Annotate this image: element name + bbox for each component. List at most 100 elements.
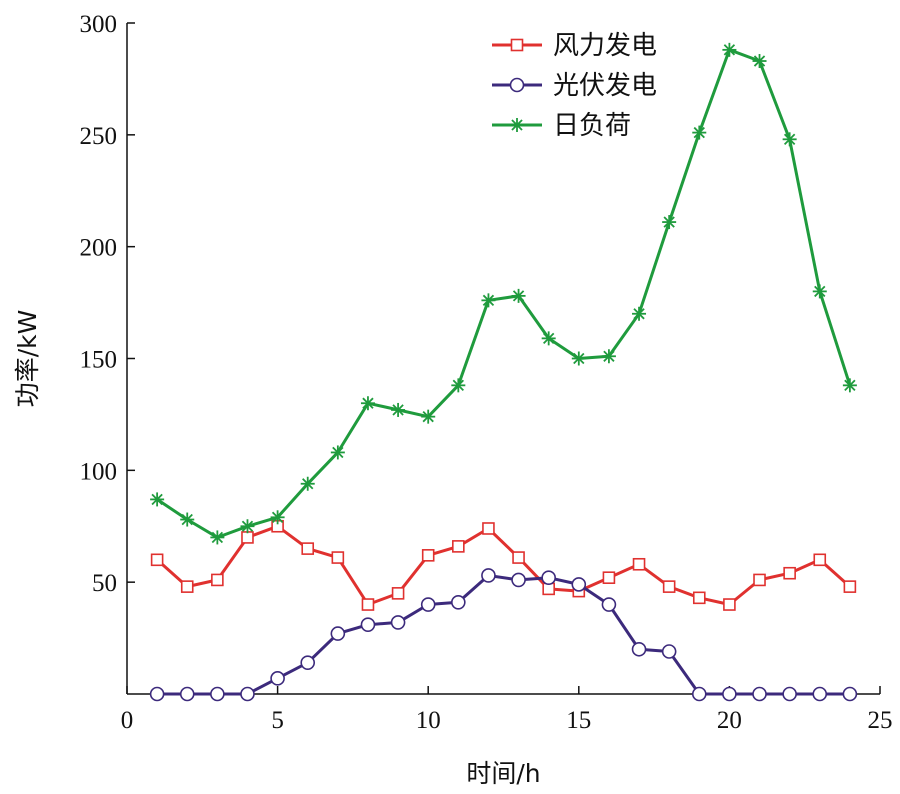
- x-tick-label: 20: [717, 707, 742, 734]
- x-axis-title: 时间/h: [466, 759, 540, 788]
- series-line-solar: [157, 574, 850, 696]
- data-point-load: [481, 293, 496, 308]
- data-point-load: [752, 54, 767, 69]
- data-point-load: [240, 519, 255, 534]
- data-point-wind: [632, 557, 646, 571]
- data-point-wind: [753, 573, 766, 587]
- data-point-wind: [512, 551, 525, 564]
- chart-series: [149, 42, 858, 702]
- data-point-solar: [661, 644, 677, 659]
- data-point-load: [692, 125, 707, 140]
- data-point-wind: [421, 549, 435, 562]
- data-point-load: [391, 402, 406, 417]
- data-point-load: [180, 512, 195, 527]
- x-tick-label: 15: [566, 707, 591, 734]
- data-point-wind: [723, 598, 736, 611]
- data-point-wind: [692, 591, 706, 605]
- legend-marker-solar: [509, 77, 525, 93]
- data-point-solar: [691, 686, 707, 702]
- legend-label-wind: 风力发电: [553, 31, 657, 61]
- data-point-load: [541, 331, 556, 346]
- data-point-load: [150, 492, 165, 507]
- data-point-load: [662, 215, 677, 230]
- data-point-solar: [541, 570, 556, 585]
- data-point-wind: [211, 573, 224, 587]
- data-point-solar: [722, 686, 737, 702]
- data-point-wind: [542, 582, 555, 596]
- data-point-wind: [452, 540, 465, 553]
- data-point-load: [360, 396, 375, 411]
- data-point-solar: [812, 686, 828, 702]
- y-tick-label: 150: [80, 347, 118, 374]
- data-point-wind: [662, 580, 676, 593]
- data-point-solar: [511, 572, 526, 588]
- data-point-wind: [180, 580, 194, 593]
- data-point-solar: [390, 615, 406, 630]
- data-point-wind: [150, 553, 164, 567]
- x-tick-label: 10: [416, 707, 441, 734]
- legend-label-load: 日负荷: [553, 111, 631, 141]
- data-point-load: [812, 284, 827, 299]
- series-load: [150, 42, 857, 545]
- data-point-solar: [420, 597, 436, 612]
- data-point-load: [601, 349, 616, 364]
- data-point-solar: [752, 686, 767, 702]
- data-point-solar: [270, 671, 285, 686]
- data-point-wind: [301, 542, 315, 555]
- y-axis-title: 功率/kW: [13, 310, 42, 408]
- data-point-wind: [391, 587, 405, 600]
- data-point-solar: [240, 686, 255, 702]
- data-point-wind: [602, 571, 616, 584]
- y-tick-label: 100: [80, 458, 118, 485]
- data-point-wind: [843, 580, 857, 593]
- data-point-solar: [601, 597, 617, 612]
- data-point-wind: [813, 553, 827, 567]
- chart-axes: 0 5 10 15 20 25 50 100 150 200 250 300: [80, 11, 893, 734]
- data-point-wind: [783, 566, 796, 580]
- data-point-solar: [179, 686, 195, 702]
- y-tick-label: 250: [80, 123, 118, 150]
- series-solar: [149, 568, 858, 702]
- data-point-wind: [241, 531, 254, 544]
- data-point-wind: [482, 522, 495, 535]
- x-tick-label: 25: [868, 707, 893, 734]
- data-point-solar: [300, 655, 316, 670]
- data-point-solar: [842, 686, 858, 702]
- data-point-load: [300, 476, 315, 491]
- x-tick-label: 0: [121, 707, 134, 734]
- legend-marker-wind: [510, 38, 524, 52]
- legend-item-load: 日负荷: [492, 111, 631, 141]
- x-tick-label: 5: [271, 707, 284, 734]
- data-point-wind: [331, 551, 345, 564]
- data-point-load: [722, 42, 737, 57]
- series-line-load: [156, 48, 852, 539]
- data-point-load: [842, 378, 857, 393]
- data-point-load: [421, 409, 436, 424]
- data-point-solar: [330, 626, 346, 641]
- legend-item-wind: 风力发电: [492, 31, 657, 61]
- data-point-solar: [149, 686, 165, 702]
- data-point-load: [511, 288, 526, 303]
- data-point-solar: [571, 577, 587, 592]
- series-line-wind: [156, 524, 851, 606]
- data-point-solar: [360, 617, 376, 632]
- series-wind: [150, 519, 857, 611]
- data-point-solar: [481, 568, 496, 583]
- legend-label-solar: 光伏发电: [553, 71, 657, 101]
- data-point-load: [270, 510, 285, 525]
- y-tick-label: 50: [92, 570, 117, 597]
- data-point-load: [451, 378, 466, 393]
- data-point-solar: [782, 686, 797, 702]
- y-tick-label: 200: [80, 235, 118, 262]
- y-tick-label: 300: [80, 11, 118, 38]
- data-point-load: [330, 445, 345, 460]
- data-point-wind: [361, 598, 375, 611]
- data-point-load: [571, 351, 586, 366]
- legend-item-solar: 光伏发电: [492, 71, 657, 101]
- data-point-load: [782, 132, 797, 147]
- data-point-solar: [451, 594, 466, 610]
- data-point-solar: [210, 686, 225, 702]
- data-point-load: [632, 306, 647, 321]
